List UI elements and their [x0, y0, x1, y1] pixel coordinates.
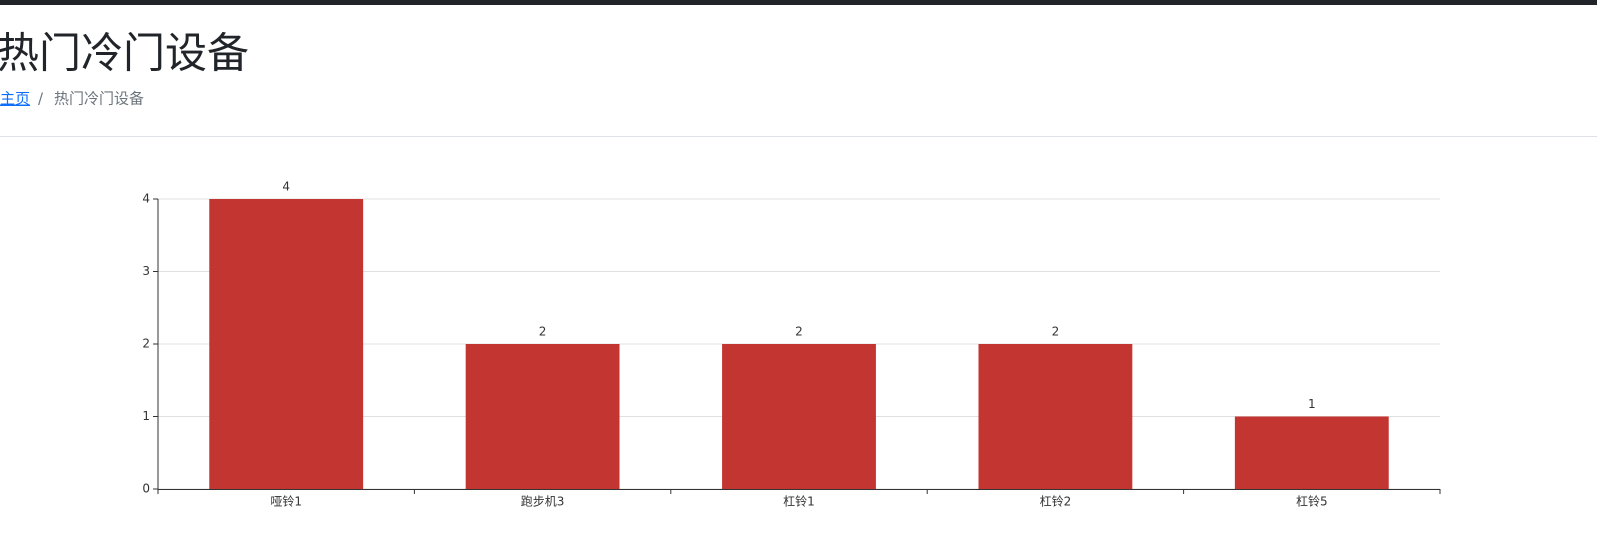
- x-tick-label: 哑铃1: [270, 494, 302, 509]
- breadcrumb-current: 热门冷门设备: [54, 90, 144, 108]
- x-tick-label: 杠铃1: [783, 494, 815, 509]
- breadcrumb-separator: /: [38, 90, 44, 108]
- y-tick-label: 2: [142, 337, 150, 351]
- x-tick-label: 跑步机3: [521, 495, 565, 509]
- bar: [209, 199, 364, 489]
- y-tick-label: 4: [142, 192, 150, 206]
- x-tick-label: 杠铃5: [1296, 494, 1328, 509]
- bar: [978, 344, 1133, 489]
- y-tick-label: 3: [142, 264, 150, 278]
- bar: [465, 344, 620, 489]
- data-label: 2: [539, 325, 547, 339]
- data-label: 4: [282, 180, 290, 194]
- bar: [1234, 416, 1389, 489]
- data-label: 2: [795, 325, 803, 339]
- page-title: 热门冷门设备: [0, 29, 249, 78]
- x-tick-label: 杠铃2: [1040, 494, 1072, 509]
- data-label: 2: [1052, 325, 1060, 339]
- y-tick-label: 0: [142, 482, 150, 496]
- data-label: 1: [1308, 397, 1316, 411]
- top-bar: [0, 0, 1597, 5]
- y-tick-label: 1: [142, 409, 150, 423]
- bar: [722, 344, 876, 489]
- breadcrumb-link[interactable]: 主页: [0, 90, 30, 108]
